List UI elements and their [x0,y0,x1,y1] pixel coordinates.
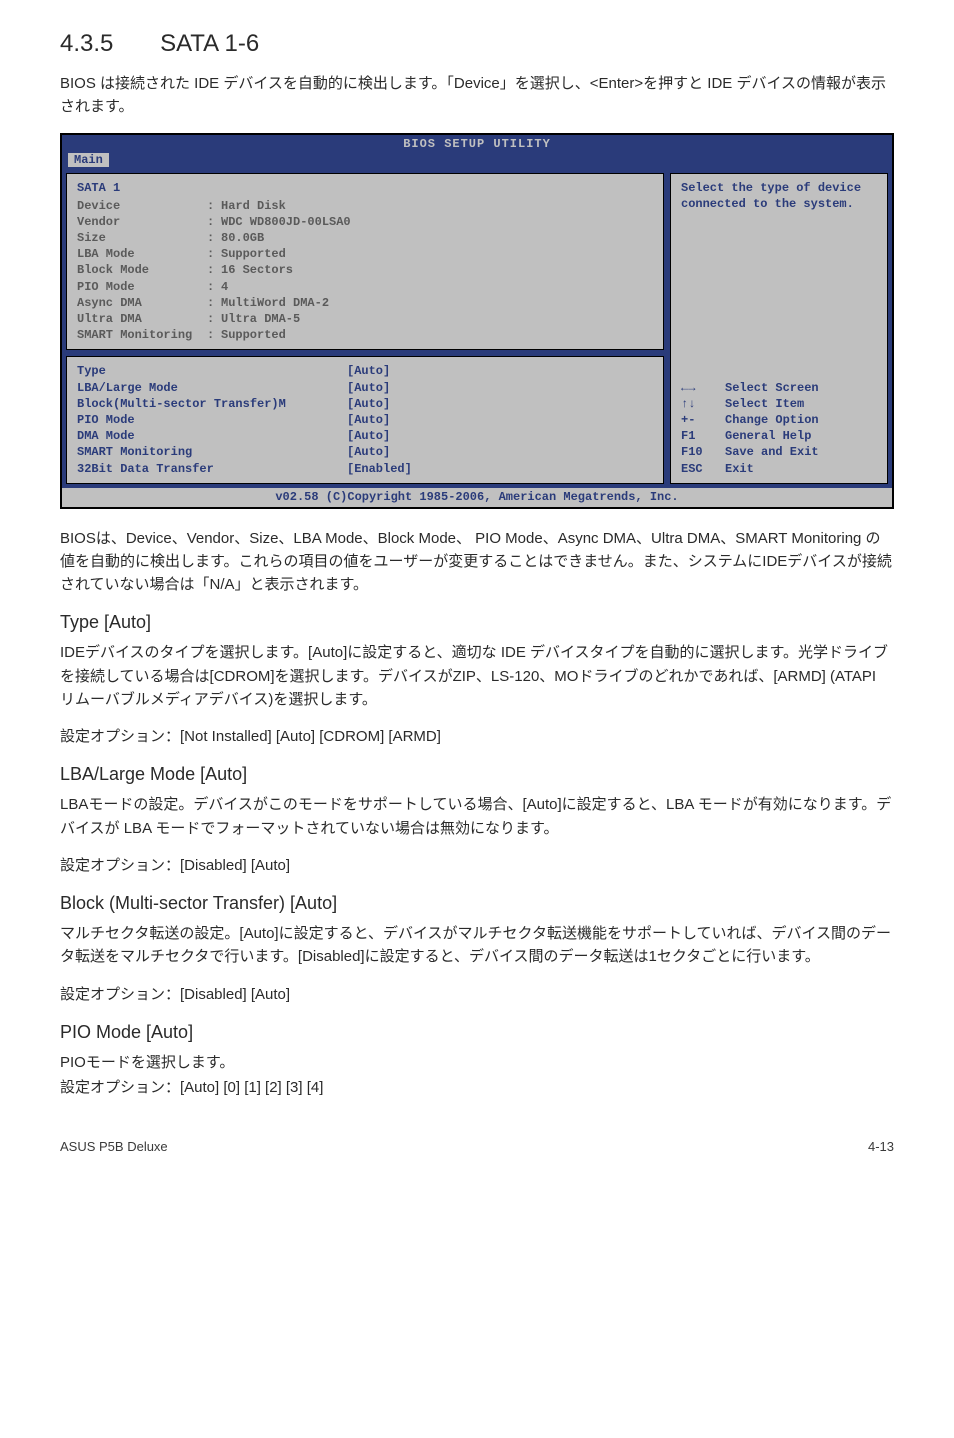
legend-row: F1General Help [681,428,877,444]
legend-row: ESCExit [681,461,877,477]
bios-info-box: SATA 1 Device:Hard Disk Vendor:WDC WD800… [66,173,664,351]
bios-tab-main[interactable]: Main [68,153,109,167]
bios-body: SATA 1 Device:Hard Disk Vendor:WDC WD800… [62,169,892,488]
bios-info-row: Device:Hard Disk [77,198,653,214]
subsection-options: 設定オプション：[Disabled] [Auto] [60,983,894,1006]
bios-copyright: v02.58 (C)Copyright 1985-2006, American … [62,488,892,507]
bios-setting-row[interactable]: LBA/Large Mode[Auto] [77,380,653,396]
subsection-body: マルチセクタ転送の設定。[Auto]に設定すると、デバイスがマルチセクタ転送機能… [60,922,894,969]
bios-setting-row[interactable]: Type[Auto] [77,363,653,379]
bios-tabs: Main [62,153,892,169]
bios-info-row: Vendor:WDC WD800JD-00LSA0 [77,214,653,230]
bios-setting-row[interactable]: DMA Mode[Auto] [77,428,653,444]
bios-help-pane: Select the type of device connected to t… [670,173,888,484]
section-number: 4.3.5 [60,30,113,57]
legend-row: F10Save and Exit [681,444,877,460]
subsection-options: 設定オプション：[Auto] [0] [1] [2] [3] [4] [60,1076,894,1099]
bios-info-row: Ultra DMA:Ultra DMA-5 [77,311,653,327]
bios-setting-row[interactable]: Block(Multi-sector Transfer)M[Auto] [77,396,653,412]
bios-title: BIOS SETUP UTILITY [62,135,892,153]
bios-setting-row[interactable]: 32Bit Data Transfer[Enabled] [77,461,653,477]
bios-info-row: SMART Monitoring:Supported [77,327,653,343]
bios-help-text: Select the type of device connected to t… [681,180,877,240]
bios-info-row: Size:80.0GB [77,230,653,246]
bios-key-legend: ←→Select Screen ↑↓Select Item +-Change O… [681,380,877,477]
bios-setting-row[interactable]: SMART Monitoring[Auto] [77,444,653,460]
subsection-heading: Block (Multi-sector Transfer) [Auto] [60,893,894,914]
legend-row: +-Change Option [681,412,877,428]
bios-setting-row[interactable]: PIO Mode[Auto] [77,412,653,428]
footer-product: ASUS P5B Deluxe [60,1139,168,1154]
intro-paragraph: BIOS は接続された IDE デバイスを自動的に検出します。「Device」を… [60,72,894,119]
subsection-heading: Type [Auto] [60,612,894,633]
bios-info-row: Block Mode:16 Sectors [77,262,653,278]
bios-info-row: PIO Mode:4 [77,279,653,295]
footer-page-number: 4-13 [868,1139,894,1154]
bios-panel: BIOS SETUP UTILITY Main SATA 1 Device:Ha… [60,133,894,509]
bios-info-row: LBA Mode:Supported [77,246,653,262]
legend-row: ←→Select Screen [681,380,877,396]
arrows-lr-icon: ←→ [681,380,725,396]
subsection-heading: LBA/Large Mode [Auto] [60,764,894,785]
subsection-body: LBAモードの設定。デバイスがこのモードをサポートしている場合、[Auto]に設… [60,793,894,840]
bios-group-heading: SATA 1 [77,180,653,196]
section-title-text: SATA 1-6 [160,30,259,57]
page-footer: ASUS P5B Deluxe 4-13 [60,1139,894,1154]
subsection-options: 設定オプション：[Disabled] [Auto] [60,854,894,877]
section-heading: 4.3.5 SATA 1-6 [60,30,894,58]
bios-left-column: SATA 1 Device:Hard Disk Vendor:WDC WD800… [66,173,664,484]
bios-info-row: Async DMA:MultiWord DMA-2 [77,295,653,311]
subsection-body: PIOモードを選択します。 [60,1051,894,1074]
subsection-options: 設定オプション：[Not Installed] [Auto] [CDROM] [… [60,725,894,748]
subsection-heading: PIO Mode [Auto] [60,1022,894,1043]
legend-row: ↑↓Select Item [681,396,877,412]
post-bios-paragraph: BIOSは、Device、Vendor、Size、LBA Mode、Block … [60,527,894,597]
subsection-body: IDEデバイスのタイプを選択します。[Auto]に設定すると、適切な IDE デ… [60,641,894,711]
bios-settings-box: Type[Auto] LBA/Large Mode[Auto] Block(Mu… [66,356,664,483]
arrows-ud-icon: ↑↓ [681,396,725,412]
